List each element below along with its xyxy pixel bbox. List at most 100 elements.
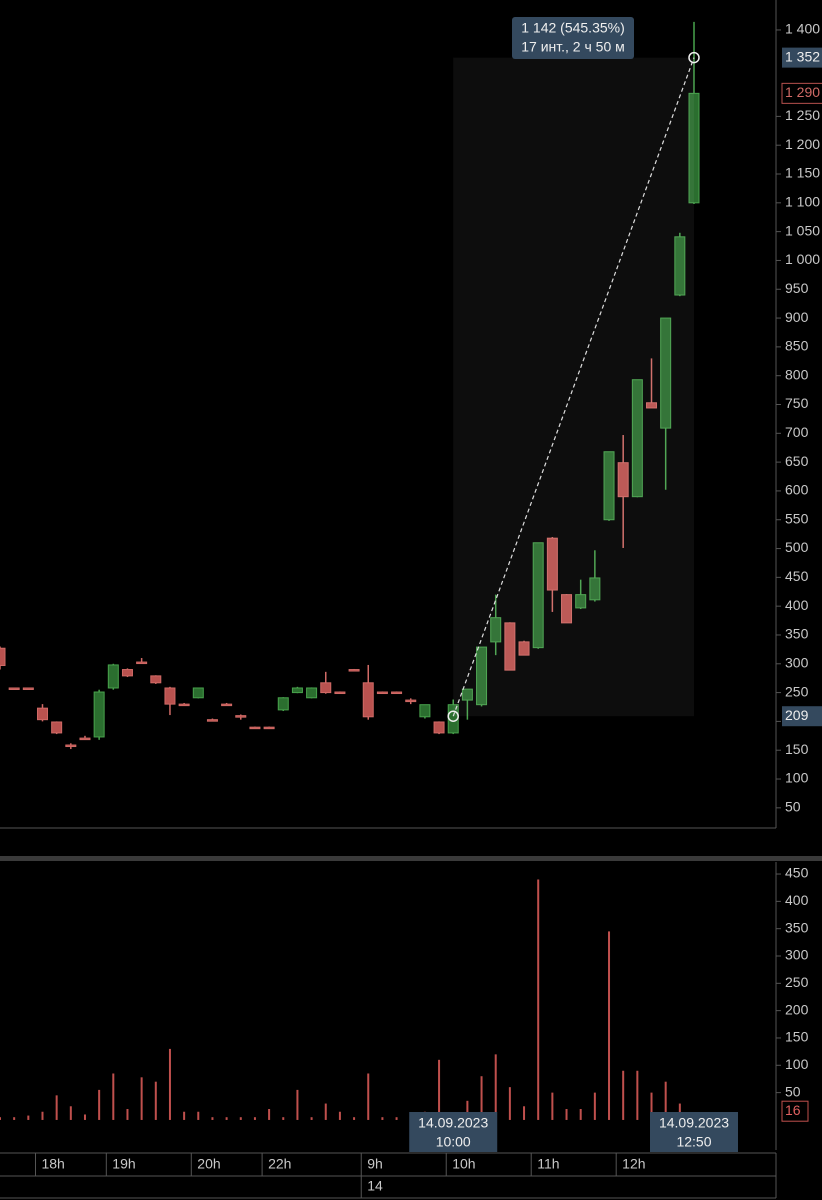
measure-time-label: 12:50 [676, 1134, 711, 1150]
measure-end-point [688, 51, 700, 64]
volume-bar [650, 1092, 653, 1120]
candle-body [532, 542, 544, 649]
volume-bar [338, 1111, 341, 1120]
candle-body [107, 664, 119, 689]
y-tick-label: 350 [785, 626, 809, 642]
time-tick-label: 9h [367, 1156, 383, 1172]
volume-bar [55, 1095, 58, 1120]
volume-bar [438, 1059, 441, 1120]
y-tick-label: 250 [785, 683, 809, 699]
volume-bar [183, 1111, 186, 1120]
time-tick-label: 10h [452, 1156, 475, 1172]
y-tick-label: 350 [785, 919, 809, 935]
candle-body [490, 617, 502, 643]
candle-body [206, 719, 218, 722]
volume-bar [381, 1117, 384, 1120]
volume-bar [353, 1117, 356, 1120]
candle-body [221, 703, 233, 707]
y-tick-label: 450 [785, 568, 809, 584]
y-tick-label: 100 [785, 1056, 809, 1072]
measure-time-label: 10:00 [436, 1134, 471, 1150]
y-tick-label: 1 050 [785, 222, 820, 238]
candle-body [631, 379, 643, 498]
volume-bar [608, 931, 611, 1120]
volume-bar [27, 1115, 30, 1120]
candle-body [36, 707, 48, 721]
y-tick-label: 1 400 [785, 21, 820, 37]
y-tick-label: 1 200 [785, 136, 820, 152]
candle-body [277, 697, 289, 711]
y-tick-label: 400 [785, 892, 809, 908]
y-tick-label: 100 [785, 770, 809, 786]
candle-body [121, 669, 133, 677]
time-tick-label: 12h [622, 1156, 645, 1172]
candle-body [461, 688, 473, 701]
y-tick-label: 50 [785, 799, 801, 815]
measure-start-point [447, 710, 459, 722]
y-tick-label: 1 100 [785, 194, 820, 210]
volume-bar [126, 1109, 129, 1120]
y-tick-label: 1 150 [785, 165, 820, 181]
volume-bar [367, 1073, 370, 1120]
y-tick-label: 1 250 [785, 107, 820, 123]
y-tick-label: 300 [785, 947, 809, 963]
candle-body [405, 699, 417, 703]
volume-bar [0, 1117, 1, 1120]
y-tick-label: 850 [785, 338, 809, 354]
last-volume-box [781, 1100, 809, 1122]
candle-body [376, 691, 388, 695]
volume-bar [282, 1117, 285, 1120]
measure-line [452, 57, 695, 717]
candle-body [0, 647, 6, 667]
y-tick-label: 200 [785, 1001, 809, 1017]
measure-start-price-label: 209 [785, 707, 809, 723]
time-tick-label: 22h [268, 1156, 291, 1172]
volume-bar [537, 879, 540, 1120]
y-tick-label: 50 [785, 1083, 801, 1099]
candle-body [249, 726, 261, 730]
volume-bar [622, 1070, 625, 1120]
candle-body [561, 594, 573, 624]
time-tick-label: 19h [112, 1156, 135, 1172]
volume-bar [112, 1073, 115, 1120]
candle-body [391, 691, 403, 695]
volume-bar [83, 1114, 86, 1120]
candle-body [362, 682, 374, 718]
measure-time-box [650, 1112, 738, 1152]
overlay: 50 100 150 200 250 300 350 400 450 500 550 600 650 70… [34, 17, 822, 1198]
candle-body [419, 704, 431, 718]
candle-body [8, 687, 20, 690]
y-tick-label: 450 [785, 865, 809, 881]
volume-bar [494, 1054, 497, 1120]
candle-body [617, 462, 629, 498]
time-tick-label: 18h [41, 1156, 64, 1172]
candle-body [518, 641, 530, 656]
volume-bar [41, 1111, 44, 1120]
volume-bar [678, 1103, 681, 1120]
y-tick-label: 700 [785, 424, 809, 440]
measure-start-price-box [782, 706, 822, 727]
candle-body [348, 669, 360, 672]
y-tick-label: 300 [785, 654, 809, 670]
volume-bar [296, 1089, 299, 1120]
volume-bar [565, 1109, 568, 1120]
volume-bar [551, 1092, 554, 1120]
volume-bar [523, 1106, 526, 1120]
volume-bar [395, 1117, 398, 1120]
candle-body [178, 703, 190, 707]
day-tick-label: 14 [367, 1178, 383, 1194]
volume-bar [508, 1087, 511, 1120]
volume-bar [239, 1117, 242, 1120]
volume-bar [154, 1081, 157, 1120]
volume-bar [140, 1077, 143, 1120]
candle-body [334, 691, 346, 695]
measure-end-price-label: 1 352 [785, 48, 820, 64]
price-plot [0, 21, 700, 750]
volume-bar [253, 1117, 256, 1120]
volume-plot [0, 879, 695, 1120]
last-price-label: 1 290 [785, 84, 820, 100]
pane-separator [0, 856, 822, 861]
candle-body [263, 726, 275, 730]
